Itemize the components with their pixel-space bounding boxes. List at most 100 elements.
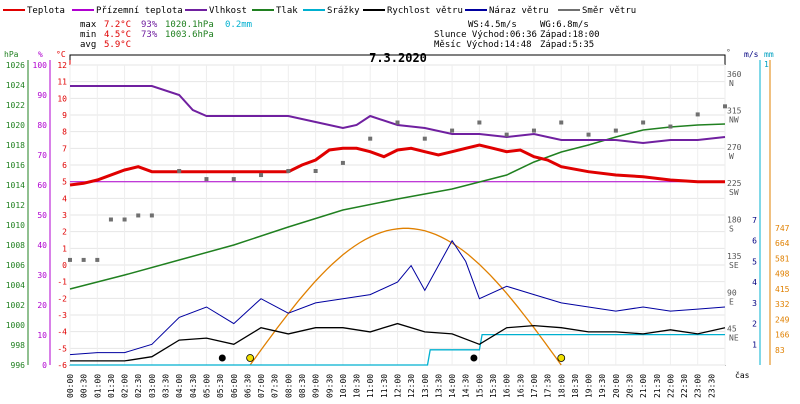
press-tick-label: 1004 [6, 281, 25, 290]
press-tick-label: 1018 [6, 141, 25, 150]
axis-ticks: 1211109876543210-1-2-3-4-5-6100908070605… [6, 61, 790, 370]
dir-tick-label: 90 [727, 288, 737, 297]
x-tick-label: 04:00 [175, 374, 184, 398]
stat-label: min [80, 30, 96, 40]
legend-item: Přízemní teplota [72, 6, 183, 16]
press-tick-label: 1006 [6, 261, 25, 270]
x-tick-label: 15:30 [489, 374, 498, 398]
stat-label: avg [80, 40, 96, 50]
x-tick-label: 07:30 [271, 374, 280, 398]
legend-label: Vlhkost [209, 6, 247, 16]
moonrise-info: Měsíc Východ:14:48 [434, 40, 532, 50]
dir-unit: ° [726, 48, 731, 57]
dir-tick-label: NW [729, 115, 739, 124]
x-tick-label: 11:30 [380, 374, 389, 398]
temp-tick-label: 10 [57, 94, 67, 103]
rain-tick-label: 498 [775, 270, 790, 279]
wind-dir-point [613, 128, 618, 133]
wind-dir-point [68, 257, 72, 262]
stat-min-press: 1003.6hPa [165, 30, 214, 40]
temp-tick-label: 12 [57, 61, 67, 70]
hum-tick-label: 30 [37, 271, 47, 280]
stat-max-hum: 93% [141, 20, 158, 30]
x-tick-label: 00:00 [66, 374, 75, 398]
sunrise-info: Slunce Východ:06:36 [434, 30, 537, 40]
temp-tick-label: -4 [57, 328, 67, 337]
ms-tick-label: 3 [752, 299, 757, 308]
rain-line [70, 333, 725, 366]
x-tick-label: 02:00 [121, 374, 130, 398]
x-tick-label: 17:30 [544, 374, 553, 398]
legend-item: Teplota [3, 6, 65, 16]
ms-tick-label: 6 [752, 237, 757, 246]
hum-tick-label: 70 [37, 151, 47, 160]
legend-item: Náraz větru [465, 6, 549, 16]
x-tick-label: 23:30 [707, 374, 716, 398]
hum-tick-label: 90 [37, 91, 47, 100]
wind-dir-point [504, 132, 509, 137]
moonset-info: Západ:5:35 [540, 40, 594, 50]
wind-dir-point [477, 120, 482, 125]
press-unit: hPa [4, 50, 19, 59]
wind-dir-point [668, 124, 673, 129]
temp-tick-label: 7 [62, 144, 67, 153]
markers-layer [218, 354, 566, 362]
temp-tick-label: 6 [62, 161, 67, 170]
ms-tick-label: 5 [752, 257, 757, 266]
dir-tick-label: 45 [727, 325, 737, 334]
temp-tick-label: -1 [57, 278, 67, 287]
press-tick-label: 996 [11, 361, 26, 370]
temp-tick-label: 9 [62, 111, 67, 120]
wind-dir-point [95, 257, 100, 262]
hum-tick-label: 100 [33, 61, 48, 70]
legend-item: Směr větru [558, 6, 636, 16]
temp-tick-label: -5 [57, 344, 67, 353]
mm-top: 1 [764, 60, 769, 69]
x-tick-label: 00:30 [80, 374, 89, 398]
x-tick-label: 01:30 [107, 374, 116, 398]
x-tick-label: 06:00 [230, 374, 239, 398]
hum-tick-label: 40 [37, 241, 47, 250]
stat-avg-temp: 5.9°C [104, 40, 131, 50]
legend: Teplota Přízemní teplota Vlhkost Tlak Sr… [3, 6, 636, 16]
x-tick-label: 11:00 [366, 374, 375, 398]
wind-gust-line [69, 239, 726, 356]
dir-tick-label: 225 [727, 179, 742, 188]
temp-tick-label: 8 [62, 128, 67, 137]
series-layer [68, 85, 727, 366]
x-tick-label: 05:30 [216, 374, 225, 398]
press-tick-label: 1008 [6, 241, 25, 250]
dir-tick-label: NE [729, 334, 739, 343]
ms-tick-label: 7 [752, 216, 757, 225]
rain-tick-label: 747 [775, 224, 790, 233]
ms-tick-label: 4 [752, 278, 757, 287]
wind-dir-point [586, 132, 591, 137]
x-axis-ticks: 00:00 00:30 01:00 01:30 02:00 02:30 03:00 03:30… [66, 374, 716, 398]
temp-tick-label: 11 [57, 78, 67, 87]
hum-tick-label: 20 [37, 301, 47, 310]
rain-tick-label: 332 [775, 300, 790, 309]
ms-tick-label: 2 [752, 320, 757, 329]
sun-elevation-line [249, 227, 562, 366]
wind-dir-point [559, 120, 564, 125]
x-tick-label: 21:30 [653, 374, 662, 398]
dir-tick-label: 360 [727, 70, 742, 79]
press-tick-label: 1010 [6, 221, 25, 230]
x-tick-label: 13:00 [421, 374, 430, 398]
humidity-line [70, 85, 726, 145]
x-tick-label: 16:00 [503, 374, 512, 398]
x-tick-label: 07:00 [257, 374, 266, 398]
temp-tick-label: 1 [62, 244, 67, 253]
wind-dir-point [286, 169, 291, 173]
dir-tick-label: E [729, 297, 734, 306]
wind-dir-point [149, 213, 154, 218]
hum-tick-label: 10 [37, 331, 47, 340]
wind-speed-info: WS:4.5m/s [468, 20, 517, 30]
dir-tick-label: SW [729, 188, 739, 197]
x-axis-label: čas [735, 370, 750, 380]
sunset-info: Západ:18:00 [540, 30, 600, 40]
legend-item: Tlak [252, 6, 298, 16]
rain-tick-label: 249 [775, 315, 790, 324]
press-tick-label: 1026 [6, 61, 25, 70]
hum-unit: % [38, 50, 43, 59]
